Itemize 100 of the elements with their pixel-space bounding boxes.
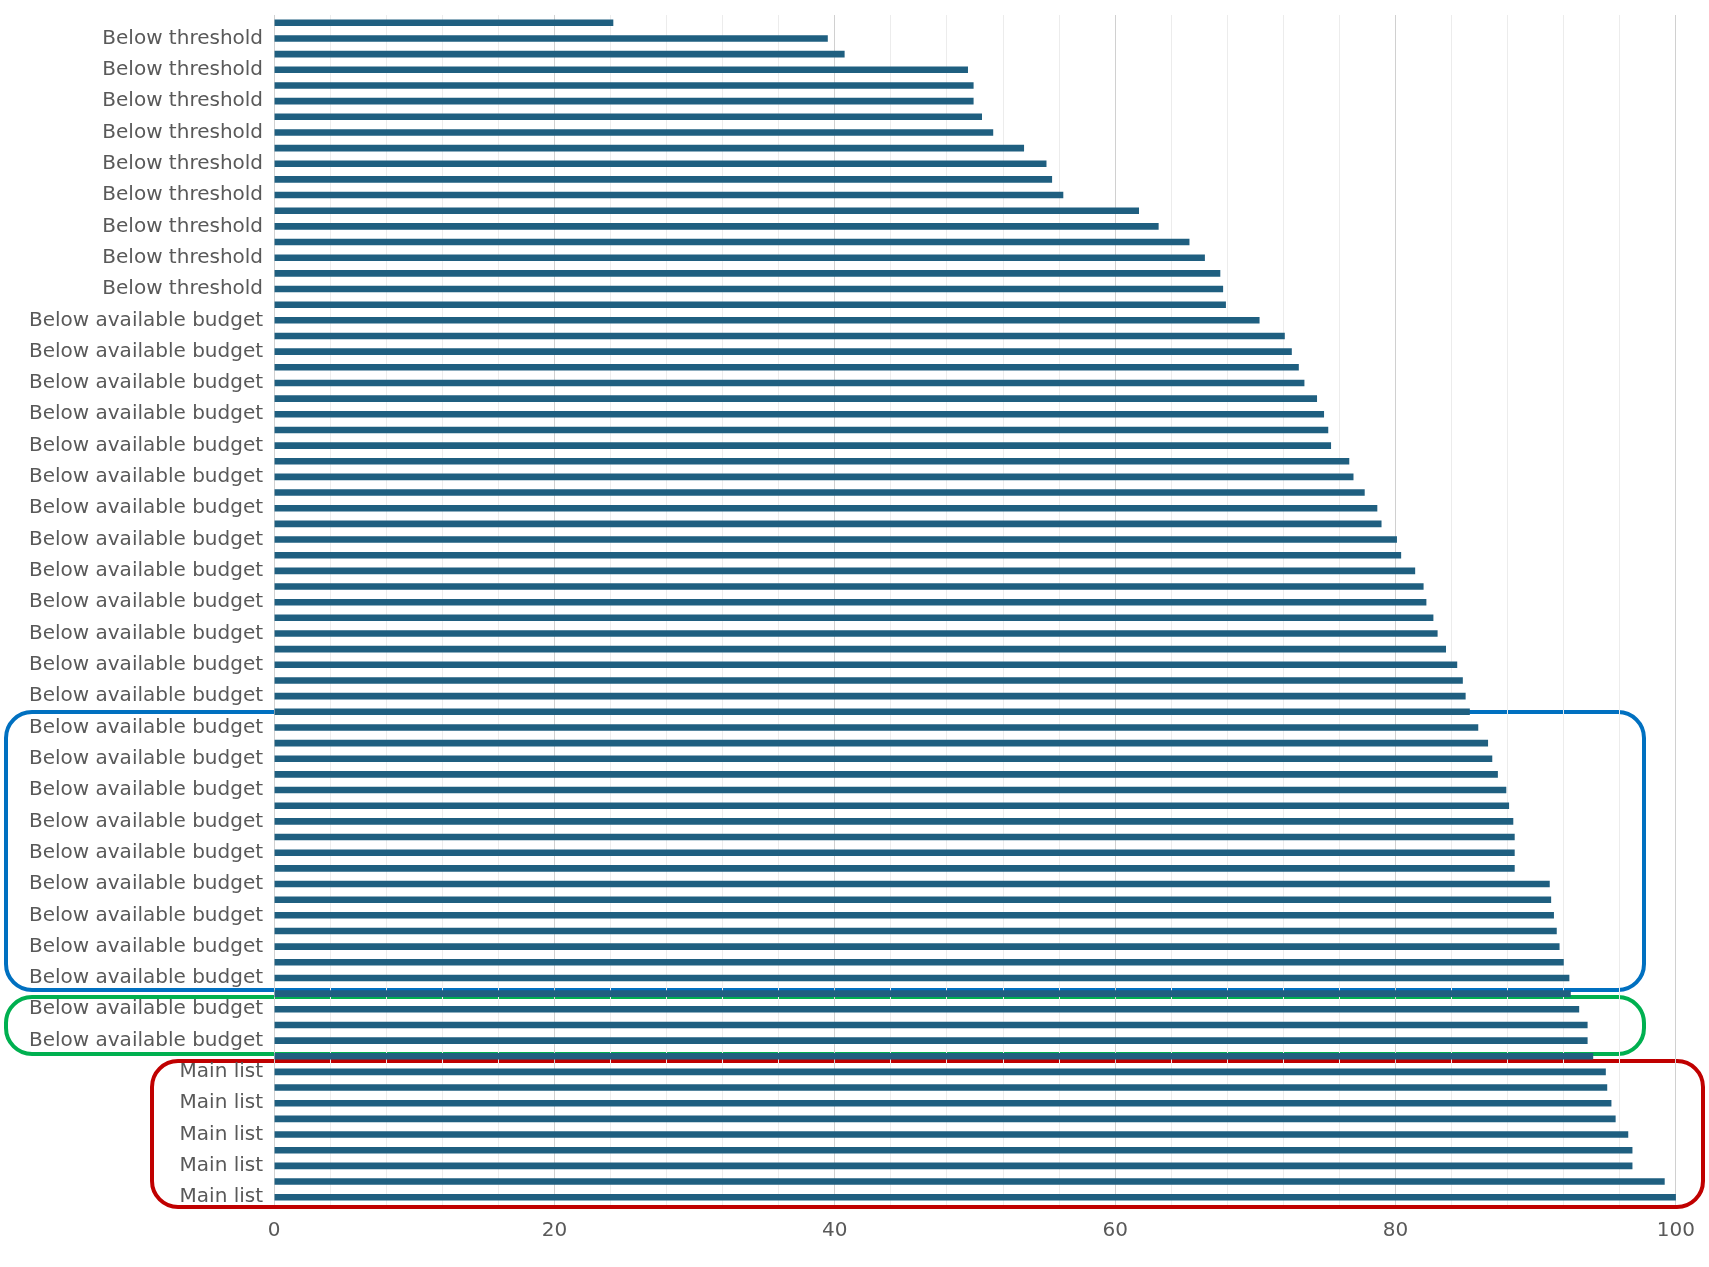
y-tick-label: Below threshold [102, 212, 264, 237]
bar [274, 1052, 1594, 1060]
bar [274, 379, 1305, 387]
bar [274, 144, 1025, 152]
bar [274, 927, 1557, 935]
bar [274, 1131, 1629, 1138]
y-tick-label: Below available budget [28, 400, 264, 425]
y-tick-label: Below threshold [102, 243, 264, 268]
y-tick-label: Below available budget [28, 306, 264, 331]
bar [274, 630, 1438, 637]
y-tick-label: Main list [179, 1120, 264, 1145]
bar [274, 708, 1470, 716]
bar [274, 504, 1378, 512]
bar [274, 457, 1350, 465]
y-tick-label: Below threshold [102, 56, 264, 81]
bar [274, 943, 1560, 950]
bar [274, 270, 1221, 277]
bar [274, 410, 1325, 418]
y-tick-label: Below available budget [28, 995, 264, 1020]
y-tick-label: Below available budget [28, 744, 264, 769]
bar [274, 1193, 1676, 1201]
bar [274, 97, 974, 105]
y-tick-label: Below available budget [28, 494, 264, 519]
bar [274, 1178, 1665, 1185]
bar [274, 802, 1510, 810]
y-tick-label: Below available budget [28, 964, 264, 989]
y-tick-label: Below available budget [28, 682, 264, 707]
bar [274, 912, 1554, 919]
bar [274, 489, 1365, 496]
bar [274, 1146, 1633, 1154]
x-tick-label: 80 [1382, 1217, 1409, 1242]
y-tick-label: Below available budget [28, 619, 264, 644]
y-tick-label: Below available budget [28, 463, 264, 488]
bar [274, 1021, 1588, 1029]
y-tick-label: Main list [179, 1089, 264, 1114]
y-tick-label: Below available budget [28, 776, 264, 801]
bar [274, 254, 1205, 261]
bar [274, 1162, 1633, 1170]
x-tick-label: 60 [1102, 1217, 1128, 1242]
y-tick-label: Below available budget [28, 932, 264, 957]
y-tick-label: Below threshold [102, 181, 264, 206]
y-tick-label: Main list [179, 1152, 264, 1177]
bar [274, 724, 1479, 731]
bar [274, 598, 1427, 606]
y-tick-label: Below available budget [28, 337, 264, 362]
y-tick-label: Below available budget [28, 525, 264, 550]
bar [274, 645, 1447, 653]
bar [274, 880, 1550, 888]
bar [274, 974, 1570, 982]
bar [274, 677, 1463, 684]
bar [274, 536, 1397, 543]
x-tick-label: 20 [541, 1217, 568, 1242]
y-tick-label: Below available budget [28, 431, 264, 456]
bar [274, 238, 1190, 246]
bar [274, 1005, 1580, 1013]
bar [274, 1068, 1606, 1076]
y-tick-label: Below available budget [28, 870, 264, 895]
bar [274, 317, 1260, 324]
x-tick-label: 0 [267, 1217, 281, 1242]
bar [274, 301, 1226, 308]
bar [274, 285, 1224, 293]
y-tick-label: Below available budget [28, 651, 264, 676]
y-tick-label: Below threshold [102, 149, 264, 174]
bar [274, 223, 1159, 230]
bar [274, 19, 614, 27]
bar [274, 207, 1140, 215]
bar [274, 818, 1514, 825]
bar [274, 348, 1292, 355]
bar [274, 395, 1318, 402]
y-tick-label: Below available budget [28, 369, 264, 394]
y-tick-label: Below threshold [102, 87, 264, 112]
bar [274, 786, 1507, 794]
bar [274, 849, 1515, 856]
bar [274, 990, 1571, 997]
y-tick-label: Below threshold [102, 24, 264, 49]
y-tick-label: Below threshold [102, 275, 264, 300]
bar [274, 82, 974, 89]
y-tick-label: Below available budget [28, 901, 264, 926]
bar [274, 661, 1458, 669]
bar [274, 614, 1434, 622]
bar [274, 1099, 1612, 1107]
bar [274, 1084, 1608, 1091]
bar [274, 1115, 1616, 1123]
bar [274, 865, 1515, 872]
bar [274, 113, 982, 121]
bar [274, 567, 1416, 575]
bar [274, 739, 1489, 747]
bar [274, 692, 1466, 700]
bar [274, 426, 1329, 434]
bar [274, 364, 1299, 371]
bar [274, 176, 1053, 183]
x-tick-label: 100 [1656, 1217, 1696, 1242]
bar [274, 520, 1382, 528]
bar [274, 833, 1515, 841]
y-tick-label: Below available budget [28, 588, 264, 613]
bar [274, 160, 1047, 168]
y-tick-label: Below available budget [28, 713, 264, 738]
y-tick-label: Below available budget [28, 807, 264, 832]
y-tick-label: Below available budget [28, 838, 264, 863]
bar [274, 583, 1424, 590]
